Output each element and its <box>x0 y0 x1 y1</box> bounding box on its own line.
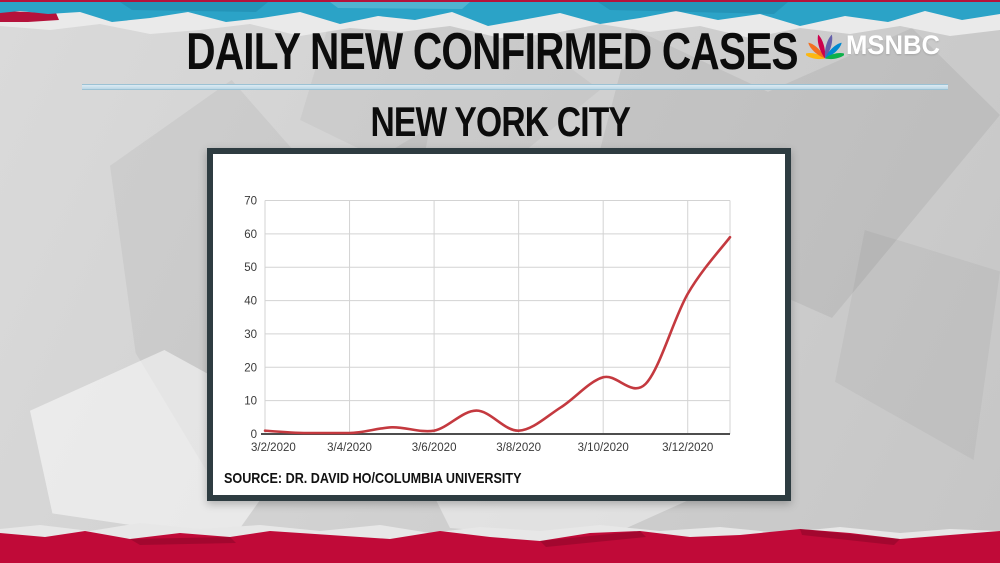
page-title: DAILY NEW CONFIRMED CASES <box>186 23 798 81</box>
svg-text:60: 60 <box>244 229 257 241</box>
svg-text:3/2/2020: 3/2/2020 <box>251 442 296 454</box>
line-chart: 0 10 20 30 40 50 60 70 3/2/2020 3/4/2020 3/6/2020 3… <box>244 196 732 454</box>
svg-text:3/4/2020: 3/4/2020 <box>327 442 372 454</box>
svg-text:3/12/2020: 3/12/2020 <box>662 442 713 454</box>
svg-text:10: 10 <box>244 396 257 408</box>
svg-text:3/6/2020: 3/6/2020 <box>412 442 457 454</box>
svg-text:40: 40 <box>244 296 257 308</box>
title-divider-rule <box>82 84 948 90</box>
chart-subtitle: NEW YORK CITY <box>370 98 630 145</box>
svg-text:3/10/2020: 3/10/2020 <box>578 442 629 454</box>
msnbc-logo: MSNBC <box>806 30 945 61</box>
msnbc-wordmark: MSNBC <box>846 30 941 60</box>
svg-text:30: 30 <box>244 329 257 341</box>
svg-text:20: 20 <box>244 362 257 374</box>
background-watermark-shape <box>835 230 1000 460</box>
torn-paper-bottom-band <box>0 523 1000 563</box>
svg-text:3/8/2020: 3/8/2020 <box>496 442 541 454</box>
svg-text:0: 0 <box>251 429 257 441</box>
svg-text:70: 70 <box>244 196 257 208</box>
source-attribution: SOURCE: DR. DAVID HO/COLUMBIA UNIVERSITY <box>224 470 522 487</box>
chart-panel: 0 10 20 30 40 50 60 70 3/2/2020 3/4/2020 3/6/2020 3… <box>207 148 791 501</box>
nbc-peacock-icon <box>806 34 844 59</box>
svg-text:50: 50 <box>244 262 257 274</box>
